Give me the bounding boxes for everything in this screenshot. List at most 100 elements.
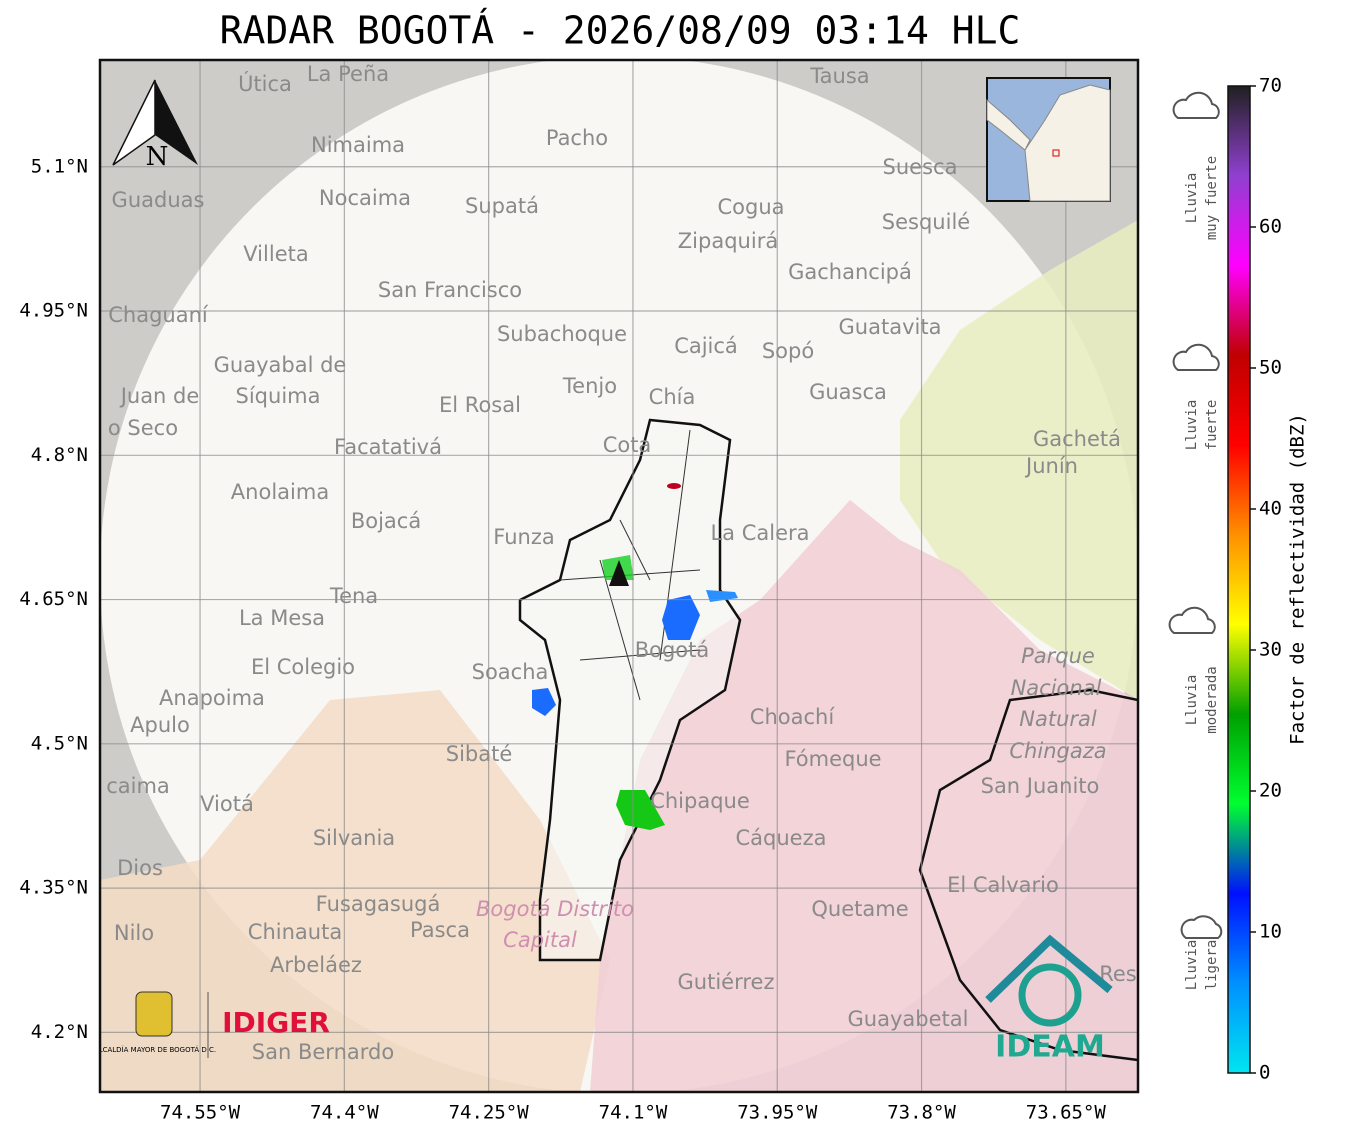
lat-tick-label: 4.2°N [31,1021,88,1043]
place-label: Fómeque [784,747,881,771]
place-label: Cota [603,433,652,457]
place-label: Nimaima [311,133,405,157]
place-label: Villeta [243,242,308,266]
lon-tick-label: 74.1°W [599,1102,668,1124]
alcaldia-logo: ALCALDÍA MAYOR DE BOGOTÁ D.C. [94,1045,216,1054]
place-label: El Rosal [439,393,521,417]
colorbar-tick-label: 0 [1259,1062,1270,1084]
place-label: Pasca [410,918,470,942]
lat-tick-label: 4.65°N [19,588,88,610]
place-label: Anapoima [159,686,265,710]
lat-tick-label: 4.5°N [31,732,88,754]
place-label: Juan de [119,384,200,408]
lon-tick-label: 73.95°W [737,1102,818,1124]
lon-tick-label: 74.25°W [449,1102,530,1124]
colorbar-tick-label: 70 [1259,75,1282,97]
place-label: Fusagasugá [316,892,441,916]
colorbar-tick-label: 40 [1259,498,1282,520]
place-label: Bogotá [635,638,710,662]
colorbar [1227,85,1251,1074]
place-label: Apulo [130,713,190,737]
place-label: Guayabal de [214,353,347,377]
rain-category-label: Lluvia [1184,173,1200,224]
ideam-logo: IDEAM [995,1030,1105,1065]
place-label: San Bernardo [252,1040,394,1064]
colorbar-tick-label: 30 [1259,639,1282,661]
place-label: Tenjo [562,374,617,398]
place-label: Soacha [472,660,549,684]
place-label: Zipaquirá [678,229,778,253]
place-label: Guasca [809,380,887,404]
lon-tick-label: 73.8°W [887,1102,956,1124]
rain-category-label: muy fuerte [1204,156,1220,240]
place-label: La Mesa [239,606,325,630]
rain-category-label: Lluvia [1184,675,1200,726]
logos: ALCALDÍA MAYOR DE BOGOTÁ D.C. IDIGER IDE… [94,934,1113,1065]
place-label: o Seco [108,416,178,440]
lat-tick-label: 5.1°N [31,155,88,177]
place-label: Anolaima [231,480,329,504]
rain-category-label: ligera [1204,940,1220,991]
place-label: Chinauta [248,920,342,944]
place-label: Gachetá [1033,427,1121,451]
bogota-boundary [518,418,742,962]
place-label: Viotá [200,792,254,816]
place-label: Junín [1024,454,1078,478]
place-label: La Calera [710,521,809,545]
place-label: Gutiérrez [678,970,775,994]
place-label: San Francisco [378,278,522,302]
place-label: Tena [329,584,378,608]
region-beige [100,690,610,1092]
place-label: El Calvario [947,873,1059,897]
lon-tick-label: 74.4°W [310,1102,379,1124]
colorbar-label: Factor de reflectividad (dBZ) [1287,413,1309,745]
place-label: Sopó [762,339,814,363]
protected-area-label: Chingaza [1009,739,1106,763]
place-label: Dios [117,856,163,880]
protected-area-label: Natural [1019,707,1097,731]
place-label: Sesquilé [882,210,970,234]
place-label: Cáqueza [736,826,827,850]
place-label: El Colegio [251,655,355,679]
title: RADAR BOGOTÁ - 2026/08/09 03:14 HLC [220,9,1021,53]
lat-tick-label: 4.95°N [19,300,88,322]
place-label: San Juanito [981,774,1100,798]
district-label: Bogotá Distrito [476,897,634,921]
rain-category-label: moderada [1204,666,1220,733]
rain-category-label: Lluvia [1184,400,1200,451]
place-label: Supatá [465,194,539,218]
place-label: Gachancipá [788,260,912,284]
lon-tick-label: 74.55°W [160,1102,241,1124]
north-label: N [146,142,169,172]
place-label: Choachí [750,705,836,729]
protected-area-label: Nacional [1011,676,1102,700]
place-label: Cogua [717,195,784,219]
place-label: Chipaque [650,789,750,813]
place-label: Nilo [114,921,154,945]
colorbar-tick-label: 20 [1259,780,1282,802]
colorbar-tick-label: 60 [1259,216,1282,238]
place-label: Nocaima [319,186,411,210]
place-label: Cajicá [674,334,738,358]
place-label: Quetame [811,897,908,921]
axes: 5.1°N 4.95°N 4.8°N 4.65°N 4.5°N 4.35°N 4.2°N 74… [19,75,1282,1124]
rain-category-label: fuerte [1204,400,1220,451]
lon-tick-label: 73.65°W [1026,1102,1107,1124]
place-label: Funza [493,525,554,549]
place-labels: La Peña Útica Tausa Pacho Nimaima Guaduas Noca… [106,62,1137,1064]
place-label: Chaguaní [108,303,209,327]
lat-tick-label: 4.35°N [19,877,88,899]
grid [100,60,1138,1092]
place-label: Bojacá [351,509,421,533]
place-label: Sibaté [446,742,513,766]
map-area: La Peña Útica Tausa Pacho Nimaima Guaduas Noca… [94,60,1138,1092]
place-label: Útica [238,71,292,96]
place-label: Guaduas [112,188,205,212]
place-label: Arbeláez [270,953,362,977]
radar-echoes [532,483,738,830]
region-green [900,220,1138,700]
place-label: Tausa [809,64,869,88]
idiger-logo: IDIGER [222,1006,330,1039]
